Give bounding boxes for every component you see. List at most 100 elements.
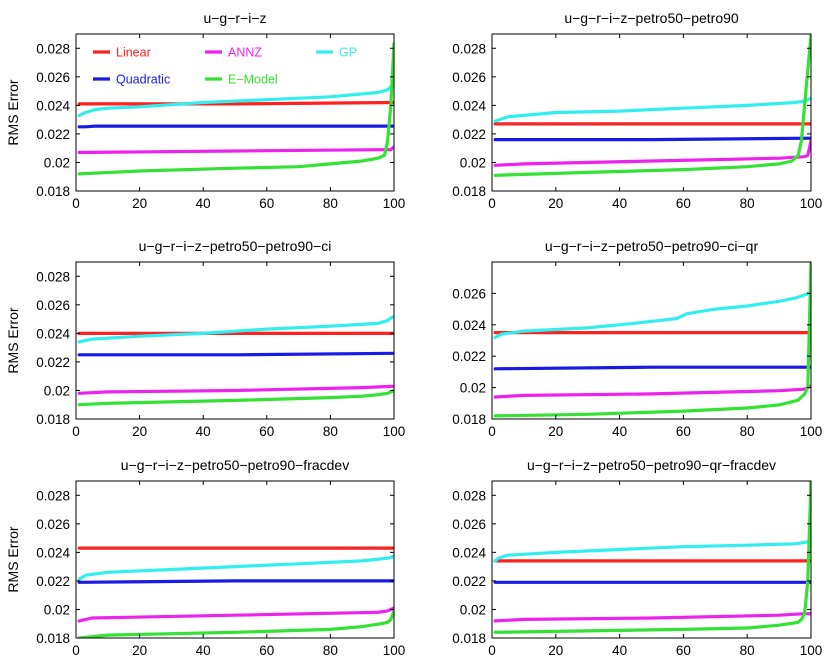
x-tick-label: 40 <box>196 196 211 211</box>
series-e-model <box>493 262 811 418</box>
series-linear <box>77 100 394 106</box>
series-annz <box>77 145 394 155</box>
panel-title: u−g−r−i−z−petro50−petro90−qr−fracdev <box>527 457 776 473</box>
panel-5: u−g−r−i−z−petro50−petro90−fracdev 0 20 40 60… <box>5 457 405 663</box>
legend-label: GP <box>339 46 357 60</box>
series-group <box>77 546 394 638</box>
series-gp <box>493 539 811 563</box>
x-tick-label: 100 <box>800 424 823 439</box>
x-tick-label: 0 <box>488 424 496 439</box>
series-annz <box>77 606 394 623</box>
x-tick-label: 0 <box>72 643 80 658</box>
y-tick-label: 0.028 <box>36 41 70 56</box>
panel-title: u−g−r−i−z−petro50−petro90−fracdev <box>121 457 349 473</box>
y-tick-label: 0.026 <box>452 286 486 301</box>
x-tick-label: 40 <box>196 424 211 439</box>
y-tick-label: 0.026 <box>452 70 486 85</box>
legend-item-annz: ANNZ <box>205 46 262 60</box>
x-tick-label: 80 <box>740 643 755 658</box>
x-tick-label: 20 <box>548 424 563 439</box>
series-quadratic <box>493 365 811 371</box>
series-annz <box>77 384 394 395</box>
series-e-model <box>493 481 811 634</box>
y-tick-label: 0.018 <box>452 412 486 427</box>
legend-label: Quadratic <box>116 73 170 87</box>
series-quadratic <box>77 124 394 129</box>
series-gp <box>77 554 394 582</box>
y-tick-label: 0.028 <box>36 488 70 503</box>
x-tick-label: 60 <box>259 196 274 211</box>
y-tick-label: 0.02 <box>460 155 486 170</box>
x-tick-label: 40 <box>196 643 211 658</box>
series-quadratic <box>77 579 394 584</box>
panel-title: u−g−r−i−z−petro50−petro90 <box>564 10 739 26</box>
x-axis-label: Model Number <box>606 660 698 663</box>
series-group <box>493 262 811 418</box>
axes-frame <box>491 33 812 192</box>
series-e-model <box>77 609 394 638</box>
axes-frame <box>491 261 812 420</box>
y-tick-label: 0.022 <box>452 349 486 364</box>
y-tick-label: 0.024 <box>36 98 70 113</box>
x-tick-label: 0 <box>488 643 496 658</box>
panel-4: u−g−r−i−z−petro50−petro90−ci−qr 0 20 40 60 80… <box>452 238 822 439</box>
y-tick-label: 0.022 <box>36 574 70 589</box>
series-quadratic <box>77 351 394 357</box>
y-tick-label: 0.018 <box>36 412 70 427</box>
legend-item-gp: GP <box>316 46 357 60</box>
y-tick-label: 0.022 <box>36 127 70 142</box>
series-annz <box>493 612 811 623</box>
y-tick-label: 0.026 <box>36 70 70 85</box>
panel-1: u−g−r−i−z 0 20 40 60 80 100 0.018 0.02 0.022 0.024… <box>5 10 405 211</box>
series-quadratic <box>493 136 811 142</box>
x-tick-label: 100 <box>383 643 406 658</box>
y-tick-label: 0.024 <box>452 545 486 560</box>
x-tick-label: 100 <box>800 196 823 211</box>
legend: Linear ANNZ GP Quadratic E−Model <box>93 46 357 87</box>
y-tick-label: 0.02 <box>44 155 70 170</box>
y-tick-label: 0.028 <box>452 488 486 503</box>
legend-label: Linear <box>116 46 151 60</box>
y-tick-label: 0.024 <box>36 545 70 560</box>
y-axis-label: RMS Error <box>5 526 21 592</box>
y-tick-label: 0.02 <box>460 602 486 617</box>
y-tick-label: 0.022 <box>452 127 486 142</box>
x-tick-label: 60 <box>259 424 274 439</box>
x-tick-label: 80 <box>323 643 338 658</box>
x-tick-label: 0 <box>72 424 80 439</box>
panel-6: u−g−r−i−z−petro50−petro90−qr−fracdev 0 20 4… <box>452 457 822 663</box>
series-group <box>493 34 811 177</box>
y-tick-label: 0.02 <box>460 381 486 396</box>
series-gp <box>77 314 394 344</box>
x-tick-label: 100 <box>383 424 406 439</box>
x-axis-label: Model Number <box>189 660 281 663</box>
y-tick-label: 0.02 <box>44 383 70 398</box>
panel-3: u−g−r−i−z−petro50−petro90−ci 0 20 40 60 80 100… <box>5 238 405 439</box>
x-tick-label: 20 <box>132 643 147 658</box>
y-tick-label: 0.028 <box>36 269 70 284</box>
series-gp <box>493 96 811 123</box>
x-tick-label: 100 <box>800 643 823 658</box>
legend-item-quadratic: Quadratic <box>93 73 170 87</box>
series-group <box>493 481 811 634</box>
y-tick-label: 0.024 <box>36 326 70 341</box>
x-tick-label: 0 <box>488 196 496 211</box>
x-tick-label: 60 <box>676 196 691 211</box>
x-tick-label: 40 <box>612 424 627 439</box>
axes-frame <box>491 480 812 639</box>
x-tick-label: 80 <box>740 424 755 439</box>
x-tick-label: 20 <box>548 196 563 211</box>
legend-label: E−Model <box>228 73 278 87</box>
axes-frame <box>75 261 395 420</box>
y-tick-label: 0.018 <box>36 184 70 199</box>
x-tick-label: 80 <box>323 424 338 439</box>
x-tick-label: 100 <box>383 196 406 211</box>
x-tick-label: 60 <box>259 643 274 658</box>
y-tick-label: 0.026 <box>36 517 70 532</box>
x-tick-label: 60 <box>676 643 691 658</box>
y-tick-label: 0.022 <box>36 355 70 370</box>
panel-title: u−g−r−i−z−petro50−petro90−ci <box>139 238 332 254</box>
y-tick-label: 0.018 <box>36 631 70 646</box>
series-e-model <box>493 34 811 177</box>
